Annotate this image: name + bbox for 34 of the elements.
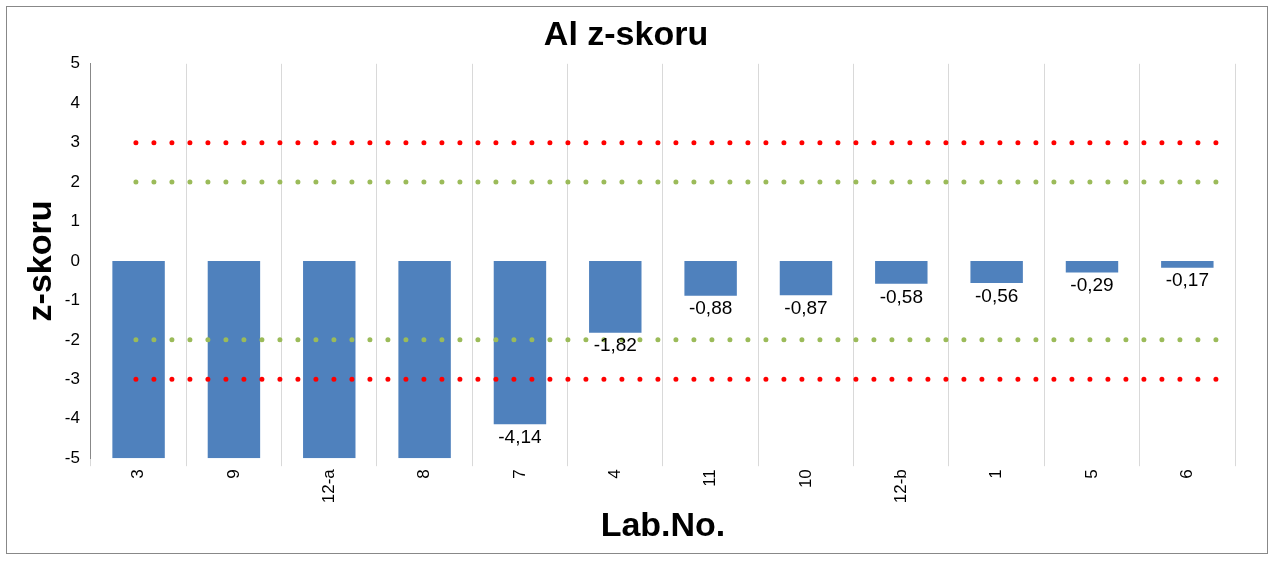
data-label: -4,14 [498,425,543,447]
x-tick-label: 10 [795,469,815,489]
y-tick-label: 0 [70,250,80,270]
x-tick-label: 12-b [891,469,910,504]
x-tick-label: 8 [414,469,434,479]
x-tick-label: 5 [1081,469,1101,479]
y-tick-label: -1 [64,290,80,310]
x-tick-label: 1 [986,469,1006,479]
y-tick-label: -3 [64,368,80,388]
y-tick-label: 1 [70,211,80,231]
x-tick-label: 3 [128,469,148,479]
x-tick-label: 7 [509,469,529,479]
data-label: -0,87 [784,297,828,319]
x-tick-label: 6 [1177,469,1197,479]
y-tick-label: 5 [70,53,80,73]
chart-title: Al z-skoru [543,13,709,52]
y-tick-label: 2 [70,171,80,191]
y-tick-label: 4 [70,92,80,112]
data-label: -0,58 [879,285,923,307]
y-tick-label: 3 [70,132,80,152]
x-tick-label: 11 [700,469,720,487]
y-tick-label: -5 [64,447,80,467]
x-axis-title: Lab.No. [600,504,726,543]
data-label: -0,17 [1165,269,1209,291]
x-tick-label: 9 [223,469,243,479]
y-tick-label: -4 [64,408,80,428]
data-label: -0,56 [974,284,1019,306]
data-label: -1,82 [593,334,637,356]
y-axis-title: z-skoru [19,200,58,322]
data-label: -0,88 [688,297,733,319]
x-tick-label: 12-a [318,468,338,504]
y-tick-label: -2 [64,329,80,349]
data-label: -0,29 [1070,274,1114,296]
x-tick-label: 4 [604,469,624,479]
